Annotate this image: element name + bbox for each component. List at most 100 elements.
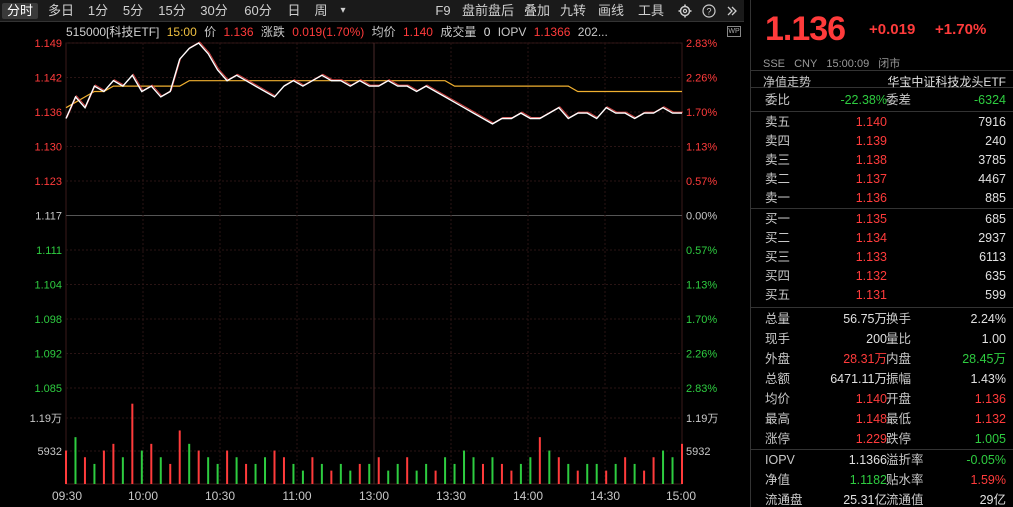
bid-volume: 2937 [978, 231, 1006, 245]
volume-bar [65, 450, 67, 484]
stat-value: 25.31亿 [843, 493, 887, 507]
ask-level-label: 卖二 [765, 172, 791, 186]
y-tick-label: 1.123 [34, 176, 62, 188]
tab-30min[interactable]: 30分 [200, 3, 228, 18]
stat-row: IOPV 1.1366 溢折率 -0.05% [751, 451, 1013, 470]
volume-bar [481, 463, 484, 484]
volume-bar [444, 457, 447, 484]
ask-row: 卖一 1.136 885 [751, 189, 1013, 208]
stat-label: IOPV [765, 453, 795, 467]
stat-label: 均价 [765, 392, 791, 406]
bid-level-label: 买三 [765, 250, 791, 264]
tab-week[interactable]: 周 [314, 3, 328, 18]
stat-label: 总额 [765, 372, 791, 386]
price-change: +0.019 [869, 21, 916, 38]
volume-bar [557, 457, 560, 484]
volume-bar [320, 463, 323, 484]
draw-line-button[interactable]: 画线 [597, 3, 624, 18]
help-icon[interactable]: ? [700, 3, 718, 19]
volume-bar [595, 463, 598, 484]
y-tick-pct-label: 2.26% [686, 73, 717, 85]
iopv-label: IOPV [497, 25, 527, 39]
weicha-value: -6324 [974, 93, 1006, 107]
volume-bar [169, 463, 172, 484]
nine-turn-button[interactable]: 九转 [559, 3, 586, 18]
bid-price: 1.131 [855, 288, 887, 302]
tab-multiday[interactable]: 多日 [47, 3, 74, 18]
stat-value: 200 [866, 332, 887, 346]
ask-price: 1.140 [855, 115, 887, 129]
nav-trend-link[interactable]: 净值走势 [763, 75, 812, 89]
y-tick-label: 1.149 [34, 38, 62, 50]
gear-icon[interactable] [676, 3, 694, 19]
y-tick-pct-label: 0.57% [686, 176, 717, 188]
stat-label: 现手 [765, 332, 791, 346]
y-tick-pct-label: 1.70% [686, 314, 717, 326]
volume-bar [207, 457, 210, 484]
volume-bar [83, 457, 86, 484]
order-ratio-row: 委比 -22.38% 委差 -6324 [751, 91, 1013, 110]
x-tick-label: 09:30 [52, 489, 82, 503]
ask-volume: 3785 [978, 153, 1006, 167]
collapse-icon[interactable] [724, 3, 740, 19]
stat-value: 1.1366 [848, 453, 887, 467]
bid-level-label: 买四 [765, 269, 791, 283]
volume-bar [567, 463, 570, 484]
volume-bar [301, 470, 304, 484]
volume-bar [121, 457, 124, 484]
volume-bar [510, 470, 513, 484]
stat-value: -0.05% [966, 453, 1006, 467]
bid-price: 1.134 [855, 231, 887, 245]
tab-day[interactable]: 日 [287, 3, 301, 18]
ask-volume: 7916 [978, 115, 1006, 129]
y-tick-pct-label: 1.13% [686, 142, 717, 154]
bid-volume: 6113 [979, 250, 1006, 264]
wp-icon[interactable]: WP [727, 26, 741, 37]
stat-value: 1.140 [855, 392, 887, 406]
volume-bar [605, 470, 608, 484]
volume-bar [254, 463, 257, 484]
volume-bar [586, 463, 589, 484]
y-tick-pct-label: 0.00% [686, 211, 717, 223]
volume-bar [614, 463, 617, 484]
iopv-line [66, 41, 683, 124]
tab-1min[interactable]: 1分 [87, 3, 109, 18]
volume-bar [415, 470, 418, 484]
nav-row[interactable]: 净值走势 华宝中证科技龙头ETF [751, 70, 1013, 89]
more-periods-dropdown[interactable]: ▾ [340, 5, 346, 16]
bid-row: 买五 1.131 599 [751, 286, 1013, 305]
chart-canvas[interactable]: 1.149 2.83% 1.142 2.26% 1.136 1.70% 1.130 1.13%… [0, 22, 744, 507]
stat-label: 换手 [886, 312, 912, 326]
f9-button[interactable]: F9 [435, 3, 451, 18]
volume-bar [633, 463, 636, 484]
stat-label: 净值 [765, 473, 791, 487]
y-tick-label: 1.092 [34, 349, 62, 361]
volume-bar [576, 470, 579, 484]
stat-value: 1.136 [974, 392, 1006, 406]
tools-button[interactable]: 工具 [637, 3, 664, 18]
vol-tick-label: 1.19万 [686, 413, 718, 425]
overlay-button[interactable]: 叠加 [523, 3, 550, 18]
volume-bar [538, 437, 541, 484]
x-tick-label: 14:00 [513, 489, 543, 503]
stat-row: 总额 6471.11万 振幅 1.43% [751, 370, 1013, 389]
tab-60min[interactable]: 60分 [244, 3, 272, 18]
intraday-chart[interactable]: 1.149 2.83% 1.142 2.26% 1.136 1.70% 1.130 1.13%… [0, 22, 744, 507]
volume-bar [624, 457, 627, 484]
stat-value: 1.00 [981, 332, 1006, 346]
stat-label: 外盘 [765, 352, 791, 366]
tab-5min[interactable]: 5分 [122, 3, 144, 18]
volume-bar [188, 443, 191, 484]
y-tick-pct-label: 2.26% [686, 349, 717, 361]
premarket-button[interactable]: 盘前盘后 [461, 3, 514, 18]
tab-intraday[interactable]: 分时 [2, 3, 38, 19]
stat-value: 29亿 [979, 493, 1006, 507]
stat-label: 流通盘 [765, 493, 803, 507]
vol-tick-label: 5932 [686, 446, 710, 458]
cursor-time: 15:00 [166, 25, 197, 39]
period-toolbar: 分时 多日 1分 5分 15分 30分 60分 日 周 ▾ F9 盘前盘后 叠加… [0, 0, 744, 22]
bid-price: 1.133 [855, 250, 887, 264]
tab-15min[interactable]: 15分 [158, 3, 186, 18]
bid-row: 买二 1.134 2937 [751, 229, 1013, 248]
quote-time: 15:00:09 [826, 58, 870, 70]
